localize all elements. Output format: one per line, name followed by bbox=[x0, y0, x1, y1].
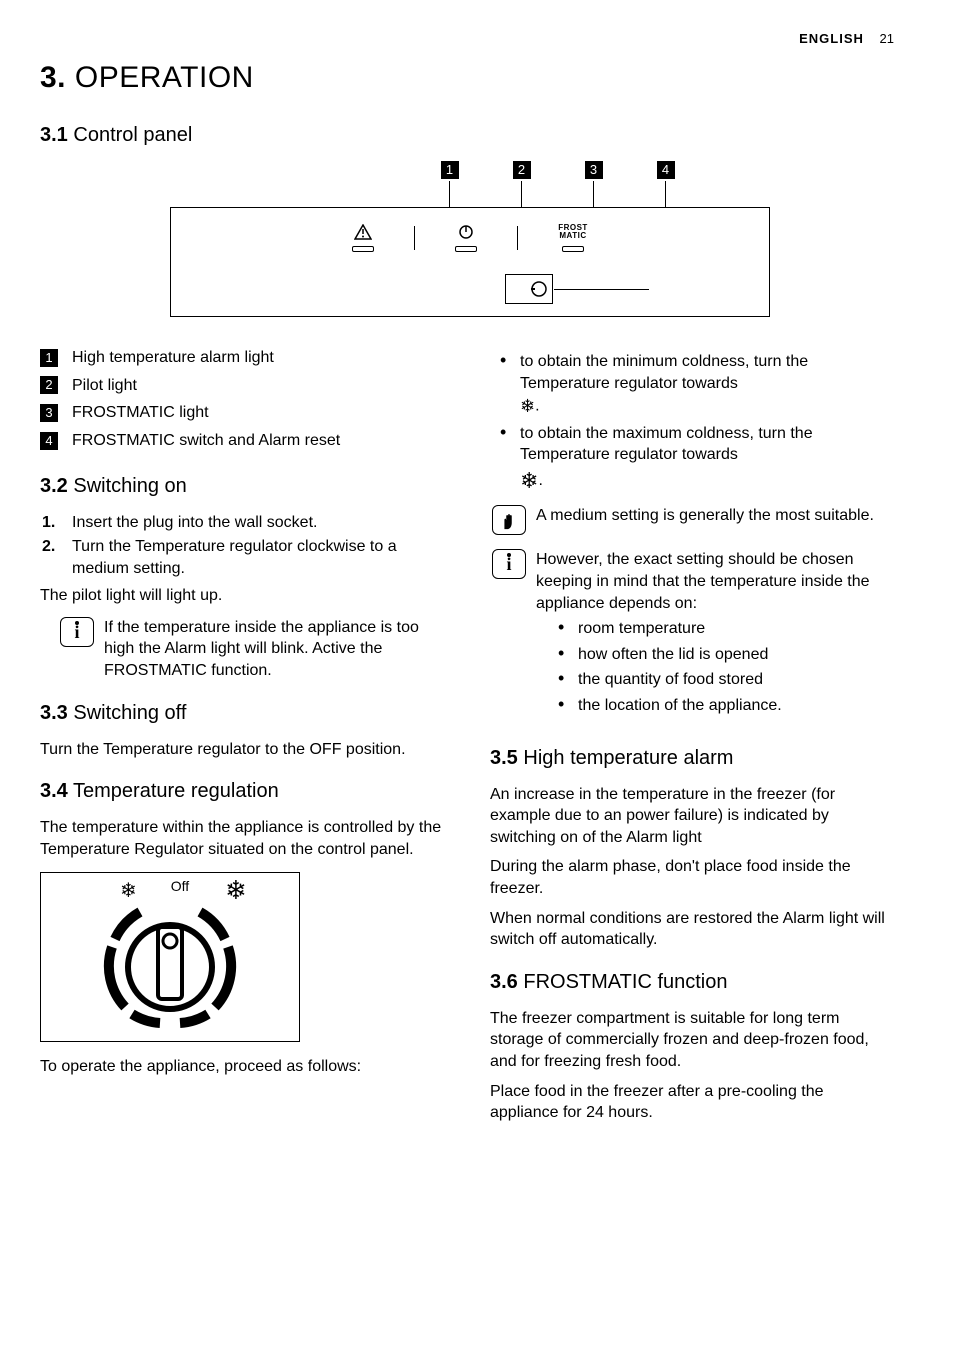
hand-note-text: A medium setting is generally the most s… bbox=[536, 505, 874, 535]
s6-p1: The freezer compartment is suitable for … bbox=[490, 1008, 894, 1073]
factor: the location of the appliance. bbox=[554, 695, 894, 717]
callout-4: 4 bbox=[657, 161, 675, 179]
callout-3: 3 bbox=[585, 161, 603, 179]
off-label: Off bbox=[171, 878, 190, 894]
coldness-bullets: to obtain the minimum coldness, turn the… bbox=[496, 351, 894, 495]
hand-icon bbox=[492, 505, 526, 535]
header-page: 21 bbox=[880, 31, 894, 46]
header-lang: ENGLISH bbox=[799, 31, 864, 46]
callout-1: 1 bbox=[441, 161, 459, 179]
callout-2: 2 bbox=[513, 161, 531, 179]
legend-item: 3FROSTMATIC light bbox=[40, 402, 444, 424]
info-box-2: i However, the exact setting should be c… bbox=[492, 549, 894, 726]
s6-p2: Place food in the freezer after a pre-co… bbox=[490, 1081, 894, 1124]
hand-note-box: A medium setting is generally the most s… bbox=[492, 505, 894, 535]
heading-3-1: 3.1 Control panel bbox=[40, 122, 894, 149]
legend-item: 4FROSTMATIC switch and Alarm reset bbox=[40, 430, 444, 452]
switching-off-body: Turn the Temperature regulator to the OF… bbox=[40, 739, 444, 761]
page-header: ENGLISH 21 bbox=[40, 30, 894, 48]
heading-3-5: 3.5 High temperature alarm bbox=[490, 745, 894, 772]
callout-row: 1 2 3 4 bbox=[345, 161, 770, 179]
snowflake-big-icon: ❄ bbox=[520, 466, 538, 496]
legend-item: 2Pilot light bbox=[40, 375, 444, 397]
switching-on-steps: 1.Insert the plug into the wall socket. … bbox=[40, 512, 444, 579]
factor: the quantity of food stored bbox=[554, 669, 894, 691]
right-column: to obtain the minimum coldness, turn the… bbox=[490, 347, 894, 1132]
info-icon: i bbox=[60, 617, 94, 647]
alarm-light-icon bbox=[352, 224, 374, 252]
info-text-2: However, the exact setting should be cho… bbox=[536, 549, 894, 726]
bullet-min: to obtain the minimum coldness, turn the… bbox=[496, 351, 894, 418]
s5-p2: During the alarm phase, don't place food… bbox=[490, 856, 894, 899]
left-column: 1High temperature alarm light 2Pilot lig… bbox=[40, 347, 444, 1132]
factors-list: room temperature how often the lid is op… bbox=[554, 618, 894, 716]
heading-3-2: 3.2 Switching on bbox=[40, 473, 444, 500]
pilot-note: The pilot light will light up. bbox=[40, 585, 444, 607]
snowflake-small-icon: ❄ bbox=[520, 394, 535, 418]
section-title: 3. OPERATION bbox=[40, 58, 894, 99]
factor: room temperature bbox=[554, 618, 894, 640]
svg-text:❄: ❄ bbox=[120, 880, 137, 902]
s5-p3: When normal conditions are restored the … bbox=[490, 908, 894, 951]
pilot-light-icon bbox=[455, 224, 477, 252]
heading-3-6: 3.6 FROSTMATIC function bbox=[490, 969, 894, 996]
temp-reg-intro: The temperature within the appliance is … bbox=[40, 817, 444, 860]
legend-item: 1High temperature alarm light bbox=[40, 347, 444, 369]
info-icon: i bbox=[492, 549, 526, 579]
legend: 1High temperature alarm light 2Pilot lig… bbox=[40, 347, 444, 451]
heading-3-4: 3.4 Temperature regulation bbox=[40, 778, 444, 805]
s5-p1: An increase in the temperature in the fr… bbox=[490, 784, 894, 849]
temperature-dial-figure: Off ❄ ❄ bbox=[40, 872, 300, 1042]
info-text: If the temperature inside the appliance … bbox=[104, 617, 444, 682]
heading-3-3: 3.3 Switching off bbox=[40, 700, 444, 727]
control-panel-figure: 1 2 3 4 FROSTMATIC bbox=[170, 161, 770, 317]
bullet-max: to obtain the maximum coldness, turn the… bbox=[496, 423, 894, 496]
panel-box: FROSTMATIC bbox=[170, 207, 770, 317]
info-box: i If the temperature inside the applianc… bbox=[60, 617, 444, 682]
callout-lines bbox=[345, 181, 770, 207]
svg-text:❄: ❄ bbox=[225, 877, 247, 905]
factor: how often the lid is opened bbox=[554, 644, 894, 666]
frostmatic-light-icon: FROSTMATIC bbox=[558, 224, 588, 252]
operate-note: To operate the appliance, proceed as fol… bbox=[40, 1056, 444, 1078]
dial-icon bbox=[505, 274, 553, 304]
